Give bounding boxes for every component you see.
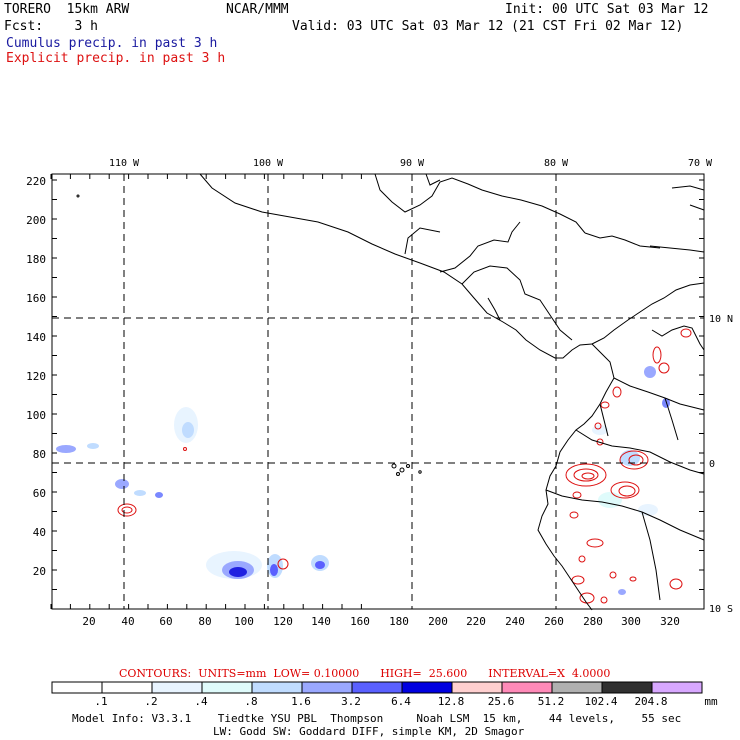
colorbar-cell <box>101 681 153 694</box>
x-tick: 300 <box>621 615 641 628</box>
y-tick: 20 <box>33 565 46 578</box>
x-tick: 80 <box>198 615 211 628</box>
y-tick: 140 <box>26 331 46 344</box>
colorbar-label: .1 <box>94 695 107 708</box>
x-tick: 280 <box>583 615 603 628</box>
axis-ticks <box>50 174 704 610</box>
colorbar-label: 3.2 <box>341 695 361 708</box>
y-tick: 160 <box>26 292 46 305</box>
x-tick: 320 <box>660 615 680 628</box>
x-tick: 40 <box>121 615 134 628</box>
colorbar-cell <box>551 681 603 694</box>
colorbar-cell <box>501 681 553 694</box>
colorbar-cell <box>651 681 703 694</box>
x-tick: 140 <box>311 615 331 628</box>
colorbar-label: 12.8 <box>438 695 465 708</box>
x-tick: 60 <box>159 615 172 628</box>
colorbar-label: .8 <box>244 695 257 708</box>
y-tick: 60 <box>33 487 46 500</box>
y-tick: 40 <box>33 526 46 539</box>
lat-label: 10 N <box>709 314 733 325</box>
colorbar-cell <box>301 681 353 694</box>
colorbar-cell <box>251 681 303 694</box>
colorbar-label: 102.4 <box>584 695 617 708</box>
colorbar-label: 51.2 <box>538 695 565 708</box>
colorbar-cell <box>451 681 503 694</box>
center-name: NCAR/MMM <box>226 2 289 17</box>
latlon-grid <box>52 174 704 609</box>
x-tick: 20 <box>82 615 95 628</box>
x-tick: 180 <box>389 615 409 628</box>
forecast-hour: Fcst: 3 h <box>4 19 98 34</box>
y-tick: 120 <box>26 370 46 383</box>
x-tick: 120 <box>273 615 293 628</box>
lon-label: 80 W <box>544 158 569 169</box>
x-tick: 160 <box>350 615 370 628</box>
legend-explicit: Explicit precip. in past 3 h <box>6 51 226 66</box>
init-time: Init: 00 UTC Sat 03 Mar 12 <box>505 2 709 17</box>
x-tick: 200 <box>428 615 448 628</box>
y-tick: 180 <box>26 253 46 266</box>
lon-label: 70 W <box>688 158 713 169</box>
model-info-line2: LW: Godd SW: Goddard DIFF, simple KM, 2D… <box>213 725 525 738</box>
x-tick: 240 <box>505 615 525 628</box>
colorbar-label: 204.8 <box>634 695 667 708</box>
y-tick: 80 <box>33 448 46 461</box>
colorbar-label: 1.6 <box>291 695 311 708</box>
cumulus-precip-shading <box>56 366 670 595</box>
lat-label: 10 S <box>709 604 733 615</box>
lon-label: 110 W <box>109 158 140 169</box>
x-tick: 220 <box>466 615 486 628</box>
colorbar-label: 25.6 <box>488 695 515 708</box>
legend-cumulus: Cumulus precip. in past 3 h <box>6 36 218 51</box>
lon-label: 90 W <box>400 158 425 169</box>
colorbar-labels: .1 .2 .4 .8 1.6 3.2 6.4 12.8 25.6 51.2 1… <box>94 695 718 708</box>
colorbar-label: 6.4 <box>391 695 411 708</box>
y-tick: 220 <box>26 175 46 188</box>
colorbar-cell <box>401 681 453 694</box>
model-title: TORERO 15km ARW <box>4 2 130 17</box>
longitude-labels: 110 W 100 W 90 W 80 W 70 W <box>109 158 713 169</box>
map-frame <box>51 173 705 610</box>
y-tick: 200 <box>26 214 46 227</box>
y-tick-labels: 220 200 180 160 140 120 100 80 60 40 20 <box>26 175 46 578</box>
colorbar-cell <box>201 681 253 694</box>
colorbar-cell <box>151 681 203 694</box>
colorbar-label: .4 <box>194 695 208 708</box>
model-info-line1: Model Info: V3.3.1 Tiedtke YSU PBL Thomp… <box>72 712 681 725</box>
x-tick: 100 <box>234 615 254 628</box>
x-tick: 260 <box>544 615 564 628</box>
explicit-precip-contours <box>117 328 692 604</box>
valid-time: Valid: 03 UTC Sat 03 Mar 12 (21 CST Fri … <box>292 19 684 34</box>
precip-colorbar <box>51 681 703 694</box>
lon-label: 100 W <box>253 158 284 169</box>
colorbar-unit: mm <box>704 695 718 708</box>
colorbar-label: .2 <box>144 695 157 708</box>
colorbar-cell <box>351 681 403 694</box>
colorbar-cell <box>51 681 103 694</box>
x-tick-labels: 20 40 60 80 100 120 140 160 180 200 220 … <box>82 615 680 628</box>
latitude-labels: 10 N 0 10 S <box>709 314 733 615</box>
y-tick: 100 <box>26 409 46 422</box>
contour-info: CONTOURS: UNITS=mm LOW= 0.10000 HIGH= 25… <box>119 667 610 680</box>
lat-label: 0 <box>709 459 715 470</box>
colorbar-cell <box>601 681 653 694</box>
coastlines <box>76 173 705 611</box>
